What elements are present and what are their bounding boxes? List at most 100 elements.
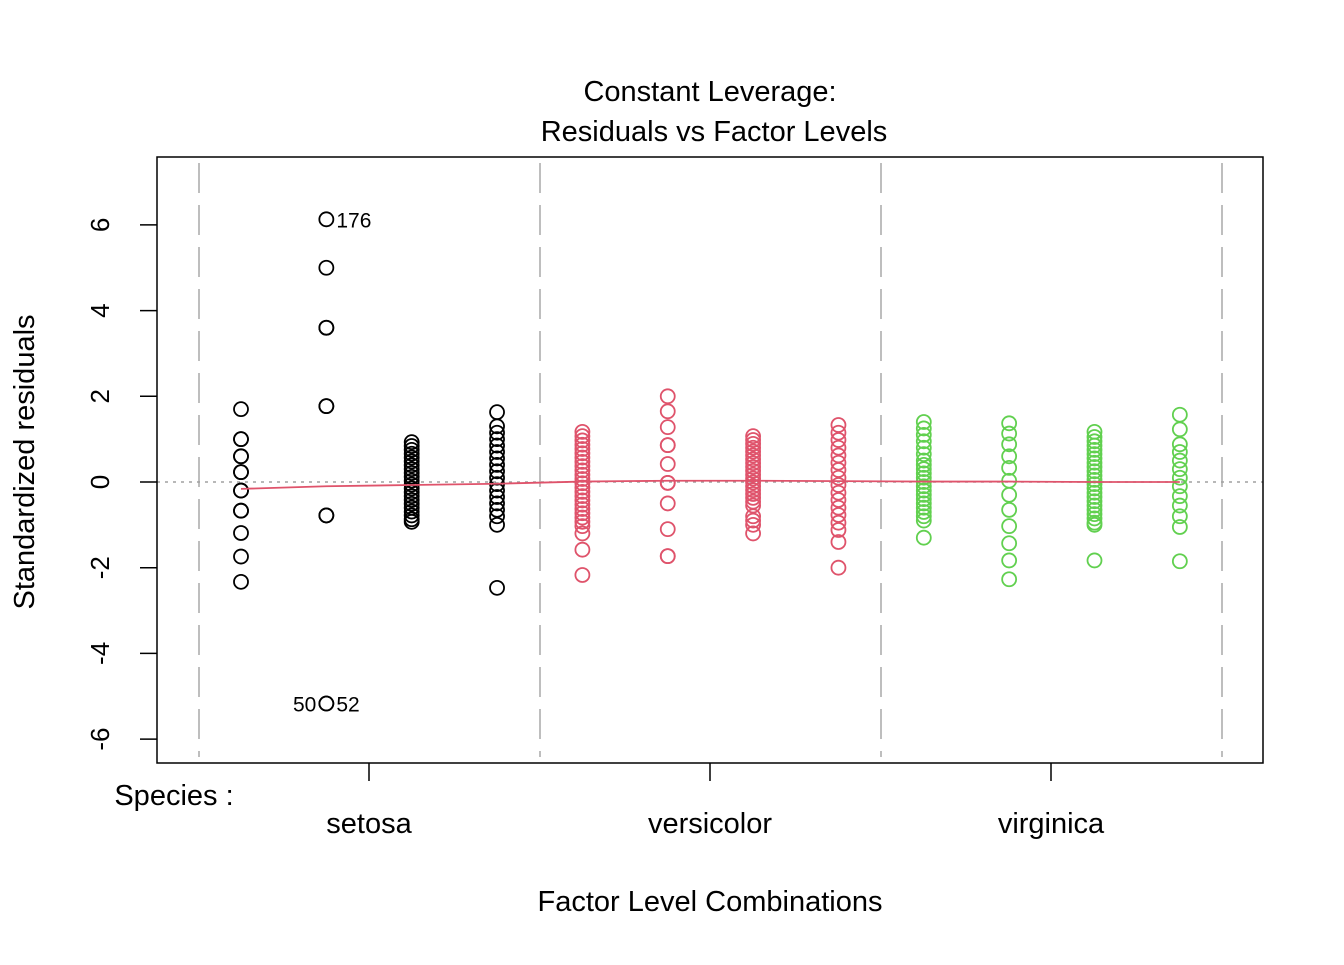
y-tick-label: 4 xyxy=(85,303,115,317)
data-point-virginica xyxy=(1171,488,1188,505)
data-point-setosa xyxy=(318,319,335,336)
data-point-versicolor xyxy=(830,522,847,538)
data-point-virginica xyxy=(1171,444,1188,460)
data-point-versicolor xyxy=(574,501,591,517)
data-point-virginica xyxy=(915,433,932,450)
data-point-setosa xyxy=(233,448,249,465)
data-point-virginica xyxy=(1086,506,1103,523)
data-point-versicolor xyxy=(745,428,761,445)
data-point-virginica xyxy=(1086,493,1103,510)
data-point-virginica xyxy=(1171,469,1188,486)
data-point-versicolor xyxy=(745,455,761,472)
data-point-versicolor xyxy=(574,471,591,487)
data-point-virginica xyxy=(1001,518,1018,535)
data-point-virginica xyxy=(915,508,932,525)
data-point-versicolor xyxy=(659,403,676,420)
data-point-versicolor xyxy=(830,454,847,471)
data-point-virginica xyxy=(915,439,932,456)
data-point-versicolor xyxy=(745,497,761,514)
data-point-virginica xyxy=(915,446,932,463)
data-point-versicolor xyxy=(574,479,591,496)
data-point-versicolor xyxy=(659,495,676,512)
data-point-versicolor xyxy=(830,507,847,523)
point-label: 50 xyxy=(293,694,316,717)
data-point-versicolor xyxy=(574,445,591,462)
data-point-virginica xyxy=(1001,486,1018,503)
data-point-setosa xyxy=(489,489,505,505)
data-point-virginica xyxy=(1171,497,1188,514)
data-point-setosa xyxy=(489,437,505,454)
data-point-versicolor xyxy=(574,458,591,475)
data-point-versicolor xyxy=(745,482,761,499)
data-point-virginica xyxy=(1086,476,1103,493)
data-point-setosa xyxy=(403,465,420,481)
y-tick-label: 6 xyxy=(85,218,115,232)
data-point-virginica xyxy=(915,452,932,469)
data-point-setosa xyxy=(403,513,420,530)
point-label: 52 xyxy=(336,694,359,717)
data-point-setosa xyxy=(403,461,420,478)
data-point-virginica xyxy=(915,495,932,512)
data-point-setosa xyxy=(318,259,335,276)
data-point-versicolor xyxy=(830,559,847,576)
data-point-versicolor xyxy=(745,432,761,448)
data-point-setosa xyxy=(233,548,249,565)
data-point-virginica xyxy=(915,469,932,486)
data-point-virginica xyxy=(1171,452,1188,469)
factor-label: Species : xyxy=(114,780,233,812)
data-point-setosa xyxy=(233,431,249,448)
data-point-versicolor xyxy=(830,424,847,441)
data-point-virginica xyxy=(1001,501,1018,518)
data-point-setosa xyxy=(318,695,335,712)
data-point-virginica xyxy=(915,461,932,478)
data-point-versicolor xyxy=(830,417,847,433)
data-point-setosa xyxy=(403,434,420,451)
y-tick-label: 0 xyxy=(85,475,115,489)
data-point-versicolor xyxy=(830,514,847,531)
data-point-virginica xyxy=(1171,508,1188,525)
data-point-virginica xyxy=(915,456,932,473)
data-point-virginica xyxy=(1001,459,1018,476)
data-point-virginica xyxy=(1171,519,1188,535)
data-point-setosa xyxy=(489,516,505,533)
data-point-versicolor xyxy=(830,492,847,508)
data-point-versicolor xyxy=(830,469,847,486)
x-tick-label-virginica: virginica xyxy=(998,808,1105,840)
data-point-virginica xyxy=(915,512,932,529)
data-point-versicolor xyxy=(830,477,847,493)
data-point-virginica xyxy=(915,465,932,482)
data-point-versicolor xyxy=(659,521,676,538)
data-point-virginica xyxy=(1171,478,1188,495)
data-point-virginica xyxy=(915,486,932,503)
data-point-versicolor xyxy=(574,483,591,500)
data-point-virginica xyxy=(1086,484,1103,501)
data-point-versicolor xyxy=(574,436,591,453)
data-point-virginica xyxy=(915,414,932,430)
data-point-virginica xyxy=(1001,552,1018,569)
data-point-virginica xyxy=(1086,552,1103,569)
y-tick-label: 2 xyxy=(85,389,115,403)
data-point-virginica xyxy=(915,504,932,520)
data-point-virginica xyxy=(1086,459,1103,475)
data-point-setosa xyxy=(489,424,505,441)
data-point-virginica xyxy=(1086,510,1103,527)
data-point-versicolor xyxy=(574,509,591,526)
data-point-virginica xyxy=(915,420,932,437)
data-point-setosa xyxy=(489,508,505,525)
data-point-versicolor xyxy=(745,516,761,533)
data-point-setosa xyxy=(489,450,505,467)
data-point-virginica xyxy=(1086,501,1103,518)
data-point-versicolor xyxy=(659,456,676,472)
data-point-versicolor xyxy=(659,548,676,565)
plot-frame xyxy=(156,156,1264,764)
data-point-versicolor xyxy=(745,512,761,529)
data-point-setosa xyxy=(403,441,420,458)
data-point-versicolor xyxy=(574,432,591,449)
data-point-versicolor xyxy=(574,505,591,522)
data-point-versicolor xyxy=(574,475,591,492)
data-point-setosa xyxy=(233,464,249,481)
data-point-setosa xyxy=(489,579,505,596)
data-point-virginica xyxy=(1086,450,1103,467)
chart-title-line-1: Constant Leverage: xyxy=(583,76,836,108)
data-point-setosa xyxy=(318,507,335,524)
